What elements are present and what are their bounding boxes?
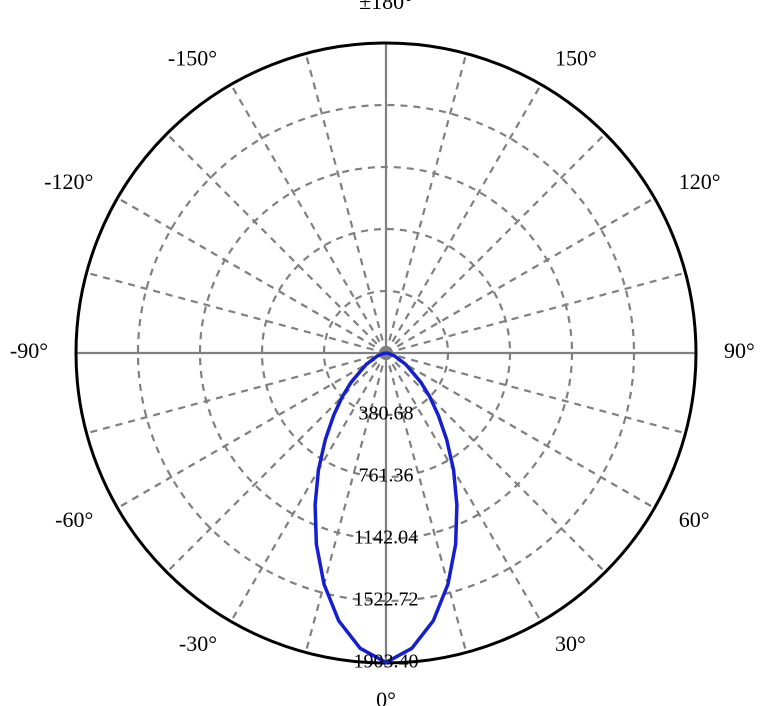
angle-label: -150° xyxy=(168,45,217,70)
angle-label: ±180° xyxy=(359,0,413,14)
polar-svg: 380.68 761.36 1142.04 1522.72 1903.40 0° 30° 60… xyxy=(0,0,773,706)
grid-spoke xyxy=(87,353,386,433)
radial-label: 1522.72 xyxy=(354,589,419,611)
angle-label: 150° xyxy=(555,45,597,70)
grid-spoke xyxy=(118,353,386,508)
grid-spoke xyxy=(118,198,386,353)
grid-spoke xyxy=(231,85,386,353)
grid-spoke xyxy=(386,85,541,353)
angle-label: 60° xyxy=(679,507,710,532)
grid-spoke xyxy=(231,353,386,621)
grid-spoke xyxy=(167,134,386,353)
angle-label: -30° xyxy=(179,631,217,656)
radial-label: 761.36 xyxy=(359,465,414,487)
grid-spoke xyxy=(386,353,654,508)
grid-spoke xyxy=(386,353,685,433)
angle-label: 90° xyxy=(724,338,755,363)
radial-label: 380.68 xyxy=(359,403,414,425)
angle-label: -120° xyxy=(44,169,93,194)
grid-spoke xyxy=(386,353,541,621)
polar-chart: 380.68 761.36 1142.04 1522.72 1903.40 0° 30° 60… xyxy=(0,0,773,706)
angle-label: -90° xyxy=(10,338,48,363)
grid-spoke xyxy=(386,353,605,572)
radial-label: 1142.04 xyxy=(354,527,418,549)
radial-label: 1903.40 xyxy=(354,651,419,673)
grid-spoke xyxy=(306,54,386,353)
angle-label: -60° xyxy=(55,507,93,532)
grid-spoke xyxy=(87,273,386,353)
angle-label: 0° xyxy=(376,687,396,706)
angle-label: 120° xyxy=(679,169,721,194)
grid-spoke xyxy=(386,198,654,353)
angle-label: 30° xyxy=(555,631,586,656)
grid-spoke xyxy=(386,273,685,353)
grid-spoke xyxy=(386,54,466,353)
grid-spoke xyxy=(386,134,605,353)
